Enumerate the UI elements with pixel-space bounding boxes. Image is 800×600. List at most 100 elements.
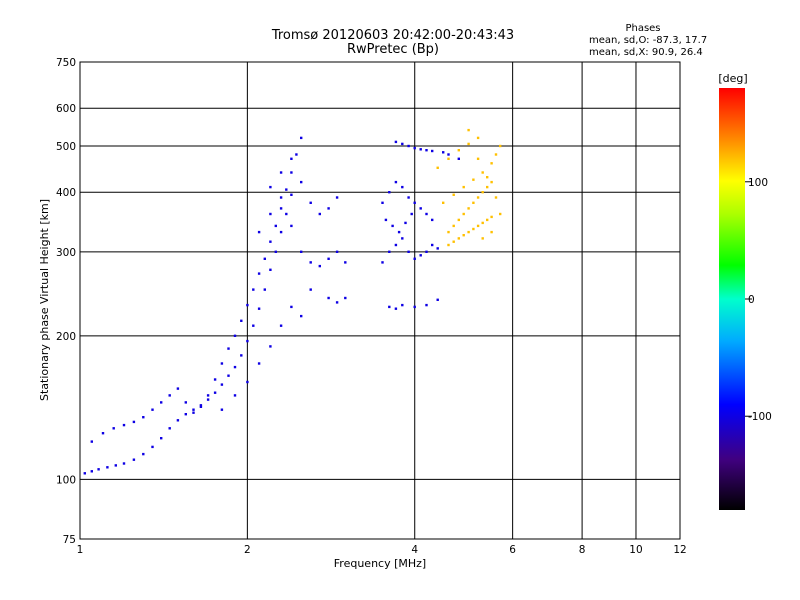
data-point (457, 237, 460, 240)
data-point (114, 464, 117, 467)
data-point (467, 128, 470, 132)
data-point (472, 201, 475, 204)
data-point (318, 264, 321, 268)
data-point (481, 191, 484, 194)
data-point (413, 305, 416, 309)
x-tick-labels: 1 2 4 6 8 10 12 (77, 544, 687, 556)
data-point (401, 185, 404, 189)
colorbar-tick-label: -100 (748, 411, 772, 423)
data-point (457, 149, 460, 152)
data-point (401, 237, 404, 240)
data-point (467, 207, 470, 210)
data-point (452, 224, 455, 228)
data-point (462, 185, 465, 189)
data-point (176, 387, 180, 390)
data-point (220, 362, 224, 365)
data-point (481, 237, 484, 240)
data-point (279, 324, 283, 327)
data-point (199, 404, 203, 407)
x-axis-label: Frequency [MHz] (334, 557, 426, 570)
data-point (447, 243, 450, 247)
chart-subtitle: RwPretec (Bp) (347, 42, 439, 57)
data-point (151, 408, 154, 411)
data-point (300, 180, 303, 184)
data-point (300, 314, 303, 318)
data-point (290, 157, 293, 160)
stats-line-o: mean, sd,O: -87.3, 17.7 (589, 35, 707, 46)
data-point (263, 288, 266, 291)
data-point (300, 136, 303, 140)
data-point (335, 301, 339, 304)
data-point (436, 298, 439, 301)
data-point (279, 207, 283, 210)
colorbar-tick-label: 0 (748, 294, 755, 306)
data-point (381, 201, 384, 204)
data-point (401, 303, 404, 307)
data-point (168, 427, 171, 430)
data-point (220, 408, 224, 411)
data-point (233, 334, 237, 337)
data-point (227, 374, 230, 377)
data-point (490, 215, 493, 219)
data-point (476, 196, 480, 199)
data-point (90, 470, 93, 473)
data-point (431, 218, 434, 222)
data-point (394, 180, 398, 184)
data-point (481, 171, 484, 174)
data-point (257, 362, 261, 365)
data-point (452, 193, 455, 196)
data-point (327, 257, 330, 260)
data-point (388, 250, 391, 253)
data-point (285, 212, 288, 216)
data-point (407, 196, 410, 199)
y-tick-label: 200 (56, 331, 76, 343)
data-point (327, 296, 330, 300)
data-point (486, 176, 489, 179)
data-point (327, 207, 330, 210)
data-point (101, 432, 105, 435)
data-point (381, 261, 384, 264)
data-point (452, 240, 455, 243)
x-tick-label: 10 (629, 544, 642, 556)
data-point (388, 191, 391, 194)
data-point (290, 171, 293, 174)
data-point (295, 153, 298, 156)
data-point (344, 261, 347, 264)
stats-heading: Phases (625, 23, 660, 34)
data-point (494, 196, 498, 199)
data-point (83, 472, 86, 475)
data-point (384, 218, 388, 222)
data-point (246, 380, 249, 384)
data-point (257, 272, 261, 275)
data-point (407, 250, 410, 253)
data-point (309, 201, 312, 204)
data-point (263, 257, 266, 260)
data-point (425, 149, 428, 152)
y-tick-label: 300 (56, 247, 76, 259)
data-point (407, 144, 410, 148)
data-point (142, 452, 145, 456)
data-point (274, 224, 277, 228)
colorbar-tick-label: 100 (748, 177, 768, 189)
y-tick-label: 750 (56, 57, 76, 69)
data-point (160, 401, 163, 404)
data-point (447, 230, 450, 234)
data-point (413, 257, 416, 260)
data-point (227, 347, 230, 350)
data-point (279, 230, 283, 234)
chart-title: Tromsø 20120603 20:42:00-20:43:43 (271, 28, 514, 43)
data-point (132, 420, 136, 424)
data-point (269, 268, 272, 271)
data-point (290, 305, 293, 309)
x-tick-label: 1 (77, 544, 84, 556)
data-point (257, 307, 261, 310)
x-tick-label: 12 (673, 544, 686, 556)
data-point (213, 391, 217, 394)
data-point (184, 413, 187, 416)
plot-frame (79, 61, 681, 540)
y-tick-label: 75 (63, 534, 76, 546)
data-point (309, 261, 312, 264)
data-point (220, 383, 224, 386)
data-point (476, 136, 480, 140)
